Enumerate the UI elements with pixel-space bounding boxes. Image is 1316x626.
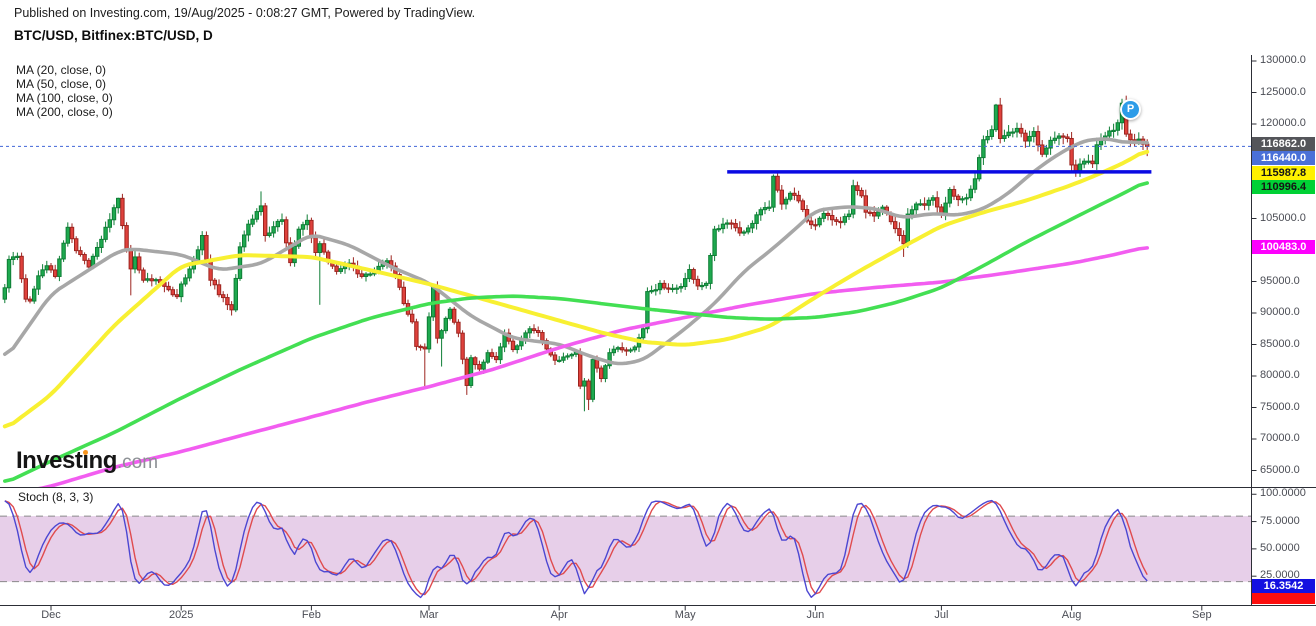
stoch-k-value-box: 16.3542: [1252, 579, 1315, 593]
last-price-box: 116440.0: [1252, 151, 1315, 165]
price-tick-label: 85000.0: [1260, 337, 1300, 350]
page-title: BTC/USD, Bitfinex:BTC/USD, D: [14, 28, 213, 43]
month-label: Mar: [419, 609, 439, 621]
price-tick-label: 125000.0: [1260, 85, 1306, 98]
month-label: Feb: [301, 609, 321, 621]
stoch-indicator-label: Stoch (8, 3, 3): [18, 490, 94, 504]
price-tick-label: 65000.0: [1260, 463, 1300, 476]
price-tick-label: 90000.0: [1260, 306, 1300, 318]
stoch-d-value-box: [1252, 591, 1315, 604]
logo-orange-dot-icon: [83, 450, 88, 455]
stoch-tick-label: 25.0000: [1260, 569, 1300, 582]
month-label: Dec: [41, 609, 61, 621]
month-label: 2025: [168, 609, 194, 621]
investing-logo: Investing.com: [16, 447, 158, 475]
investing-logo-text: Investing: [16, 447, 117, 474]
month-label: Sep: [1192, 609, 1212, 621]
price-tick-label: 80000.0: [1260, 369, 1300, 381]
price-tick-label: 75000.0: [1260, 400, 1300, 413]
price-tick-label: 130000.0: [1260, 54, 1306, 66]
stoch-tick-label: 50.0000: [1260, 541, 1300, 554]
price-tick-label: 95000.0: [1260, 274, 1300, 287]
legend-ma50: MA (50, close, 0): [16, 77, 107, 91]
ma-legend: MA (20, close, 0) MA (50, close, 0) MA (…: [16, 63, 113, 119]
ma200-value-box: 100483.0: [1252, 240, 1315, 254]
position-marker-label: P: [1126, 103, 1135, 115]
ma20-value-box: 116862.0: [1252, 137, 1315, 151]
stoch-tick-label: 75.0000: [1260, 514, 1300, 527]
month-label: May: [674, 609, 696, 621]
published-line: Published on Investing.com, 19/Aug/2025 …: [14, 6, 476, 20]
investing-logo-tld: .com: [116, 452, 159, 473]
stoch-tick-label: 100.0000: [1260, 487, 1306, 500]
ma50-value-box: 115987.8: [1252, 166, 1315, 180]
month-label: Apr: [550, 609, 568, 621]
position-marker[interactable]: P: [1120, 99, 1141, 120]
legend-ma20: MA (20, close, 0): [16, 63, 107, 77]
month-label: Aug: [1061, 609, 1082, 621]
price-tick-label: 120000.0: [1260, 117, 1306, 129]
price-tick-label: 70000.0: [1260, 432, 1300, 444]
price-tick-label: 105000.0: [1260, 211, 1306, 224]
ma100-value-box: 110996.4: [1252, 180, 1315, 194]
legend-ma200: MA (200, close, 0): [16, 105, 113, 119]
legend-ma100: MA (100, close, 0): [16, 91, 113, 105]
month-label: Jul: [934, 609, 949, 621]
month-label: Jun: [806, 609, 825, 621]
